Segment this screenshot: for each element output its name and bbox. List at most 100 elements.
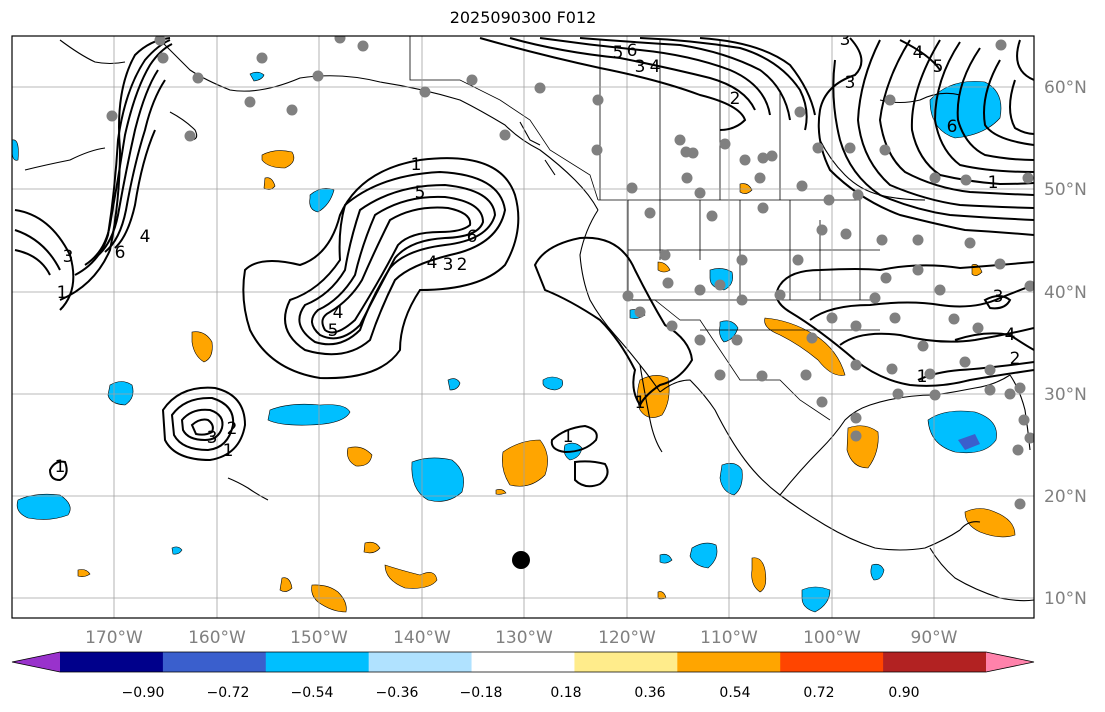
contour-label: 1: [563, 427, 574, 447]
station-dot: [157, 52, 169, 64]
station-dot: [466, 74, 478, 86]
colorbar-tick-label: −0.18: [460, 685, 503, 701]
lon-label-100w: 100°W: [803, 628, 861, 648]
political-boundaries: [409, 36, 880, 421]
longitude-labels: 170°W 160°W 150°W 140°W 130°W 120°W 110°…: [85, 628, 958, 648]
station-dot: [984, 384, 996, 396]
colorbar-tick-label: 0.36: [634, 685, 665, 701]
station-dot: [756, 370, 768, 382]
contour-label: 6: [947, 117, 958, 137]
station-dot: [869, 292, 881, 304]
contour-label: 6: [115, 243, 126, 263]
map-frame: [11, 35, 1035, 619]
colorbar-segment: [12, 652, 60, 672]
station-dot: [736, 254, 748, 266]
contour-label: 5: [613, 43, 624, 63]
colorbar-tick-label: −0.36: [376, 685, 419, 701]
station-dot: [666, 320, 678, 332]
contour-label: 3: [845, 73, 856, 93]
lat-label-30n: 30°N: [1044, 385, 1087, 405]
station-dot: [1014, 382, 1026, 394]
contour-label: 6: [467, 227, 478, 247]
negative-anomaly-shading: [12, 71, 1002, 613]
station-dot: [929, 389, 941, 401]
lon-label-110w: 110°W: [700, 628, 758, 648]
positive-anomaly-shading: [77, 150, 1016, 613]
station-dot: [714, 369, 726, 381]
contour-label: 2: [457, 255, 468, 275]
station-dot: [731, 334, 743, 346]
lon-label-170w: 170°W: [85, 628, 143, 648]
colorbar-segment: [368, 652, 473, 672]
colorbar-segment: [677, 652, 781, 672]
colorbar-segment: [471, 652, 575, 672]
contour-label: 1: [917, 367, 928, 387]
station-dot: [1014, 498, 1026, 510]
contour-label: 1: [411, 155, 422, 175]
station-dot: [244, 96, 256, 108]
station-dot: [850, 430, 862, 442]
colorbar-segment: [780, 652, 884, 672]
station-dot: [419, 86, 431, 98]
station-dot: [106, 110, 118, 122]
station-dot: [796, 180, 808, 192]
station-dot: [622, 290, 634, 302]
station-dot: [912, 264, 924, 276]
station-dot: [739, 154, 751, 166]
station-dot: [934, 284, 946, 296]
station-dot: [687, 147, 699, 159]
station-dot: [681, 172, 693, 184]
station-dot: [1024, 280, 1034, 292]
station-dot: [694, 187, 706, 199]
station-dot: [812, 142, 824, 154]
lon-label-120w: 120°W: [598, 628, 656, 648]
colorbar-segment: [883, 652, 987, 672]
latitude-labels: 60°N 50°N 40°N 30°N 20°N 10°N: [1044, 78, 1087, 609]
station-dot: [674, 134, 686, 146]
colorbar-segment: [986, 652, 1034, 672]
station-dot: [757, 202, 769, 214]
station-dot: [644, 207, 656, 219]
station-dot: [816, 224, 828, 236]
station-dot: [850, 412, 862, 424]
contour-label: 4: [140, 227, 151, 247]
station-dot: [816, 396, 828, 408]
station-dot: [884, 94, 896, 106]
station-dot: [984, 364, 996, 376]
coastlines: [24, 39, 1034, 602]
contour-label: 4: [427, 253, 438, 273]
lon-label-140w: 140°W: [393, 628, 451, 648]
colorbar-segment: [265, 652, 370, 672]
contour-labels: 1 2 3 4 5 6 4 5 3 2 1 1 1 1 4 6 3 1 5 6 …: [55, 30, 1021, 477]
station-dot: [892, 388, 904, 400]
station-dot: [794, 106, 806, 118]
station-dot: [852, 189, 864, 201]
station-dot: [766, 150, 778, 162]
contour-label: 1: [55, 457, 66, 477]
station-dot: [334, 36, 346, 44]
station-dot: [719, 138, 731, 150]
station-dot: [1022, 172, 1034, 184]
lat-label-10n: 10°N: [1044, 589, 1087, 609]
station-dot: [312, 70, 324, 82]
contour-label: 4: [650, 57, 661, 77]
station-dot: [964, 237, 976, 249]
contour-label: 1: [988, 173, 999, 193]
colorbar-segment: [574, 652, 678, 672]
contour-label: 3: [840, 30, 851, 50]
colorbar-tick-label: −0.54: [291, 685, 334, 701]
station-dot: [840, 228, 852, 240]
station-dot: [806, 332, 818, 344]
contour-label: 1: [57, 283, 68, 303]
contour-label: 1: [223, 441, 234, 461]
lon-label-160w: 160°W: [188, 628, 246, 648]
colorbar: [11, 651, 1035, 673]
station-dot: [714, 279, 726, 291]
station-dot: [192, 72, 204, 84]
station-dot: [876, 234, 888, 246]
station-dot: [757, 152, 769, 164]
contour-label: 2: [227, 419, 238, 439]
lon-label-150w: 150°W: [290, 628, 348, 648]
contour-label: 5: [933, 57, 944, 77]
